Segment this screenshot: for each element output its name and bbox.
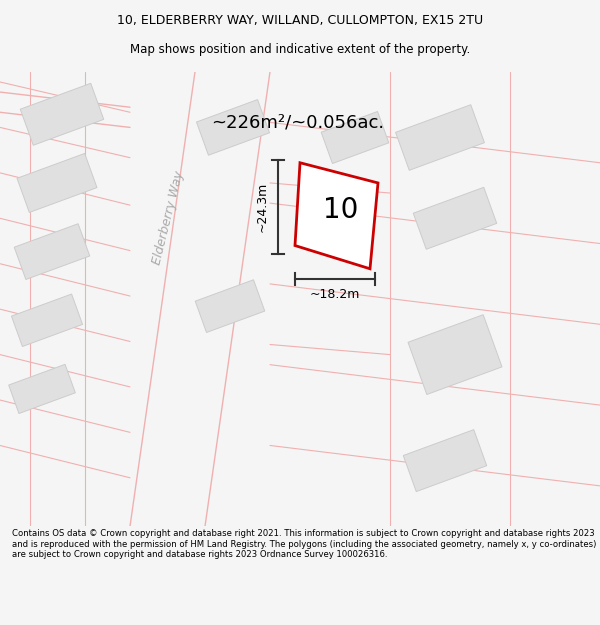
Polygon shape — [8, 364, 76, 414]
Text: Map shows position and indicative extent of the property.: Map shows position and indicative extent… — [130, 44, 470, 56]
Text: Elderberry Way: Elderberry Way — [150, 170, 186, 266]
Polygon shape — [11, 294, 83, 346]
Polygon shape — [17, 153, 97, 213]
Polygon shape — [295, 162, 378, 269]
Text: ~18.2m: ~18.2m — [310, 288, 360, 301]
Text: ~24.3m: ~24.3m — [256, 181, 269, 232]
Polygon shape — [321, 111, 389, 164]
Polygon shape — [196, 99, 269, 155]
Text: 10, ELDERBERRY WAY, WILLAND, CULLOMPTON, EX15 2TU: 10, ELDERBERRY WAY, WILLAND, CULLOMPTON,… — [117, 14, 483, 27]
Text: 10: 10 — [323, 196, 358, 224]
Polygon shape — [408, 315, 502, 394]
Polygon shape — [395, 105, 484, 170]
Polygon shape — [20, 83, 104, 145]
Polygon shape — [195, 280, 265, 332]
Polygon shape — [14, 224, 90, 279]
Text: ~226m²/~0.056ac.: ~226m²/~0.056ac. — [211, 113, 385, 131]
Polygon shape — [403, 429, 487, 492]
Polygon shape — [413, 188, 497, 249]
Text: Contains OS data © Crown copyright and database right 2021. This information is : Contains OS data © Crown copyright and d… — [12, 529, 596, 559]
